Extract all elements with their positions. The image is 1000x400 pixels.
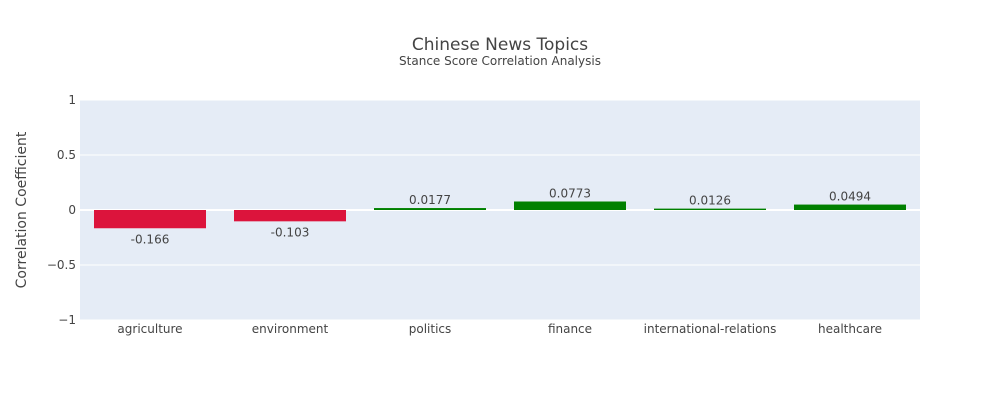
x-tick-label: politics [409,322,452,336]
y-tick-label: −0.5 [47,258,76,272]
x-tick-label: finance [548,322,592,336]
x-tick-label: healthcare [818,322,882,336]
x-axis-ticks: agriculture environment politics finance int… [117,322,882,336]
chart-subtitle: Stance Score Correlation Analysis [399,54,601,68]
bar-environment [234,210,346,222]
y-axis-label: Correlation Coefficient [14,131,30,288]
data-label: 0.0177 [409,193,451,207]
bar-finance [514,201,626,210]
bar-agriculture [94,210,206,229]
data-label: 0.0773 [549,186,591,200]
y-tick-label: 0.5 [57,148,76,162]
x-tick-label: international-relations [644,322,777,336]
y-tick-label: 0 [68,203,76,217]
chart-title: Chinese News Topics [412,35,588,55]
y-tick-label: 1 [68,93,76,107]
bar-healthcare [794,204,906,210]
bar-international-relations [654,208,766,210]
data-label: 0.0494 [829,190,871,204]
y-tick-label: −1 [58,313,76,327]
y-axis-ticks: 1 0.5 0 −0.5 −1 [47,93,76,327]
x-tick-label: agriculture [117,322,182,336]
x-tick-label: environment [252,322,329,336]
grid-lines [80,99,920,321]
data-labels: -0.166 -0.103 0.0177 0.0773 0.0126 0.0494 [131,186,871,246]
data-label: 0.0126 [689,194,731,208]
data-label: -0.166 [131,232,170,246]
bar-politics [374,208,486,210]
bars [94,201,906,229]
data-label: -0.103 [271,225,310,239]
